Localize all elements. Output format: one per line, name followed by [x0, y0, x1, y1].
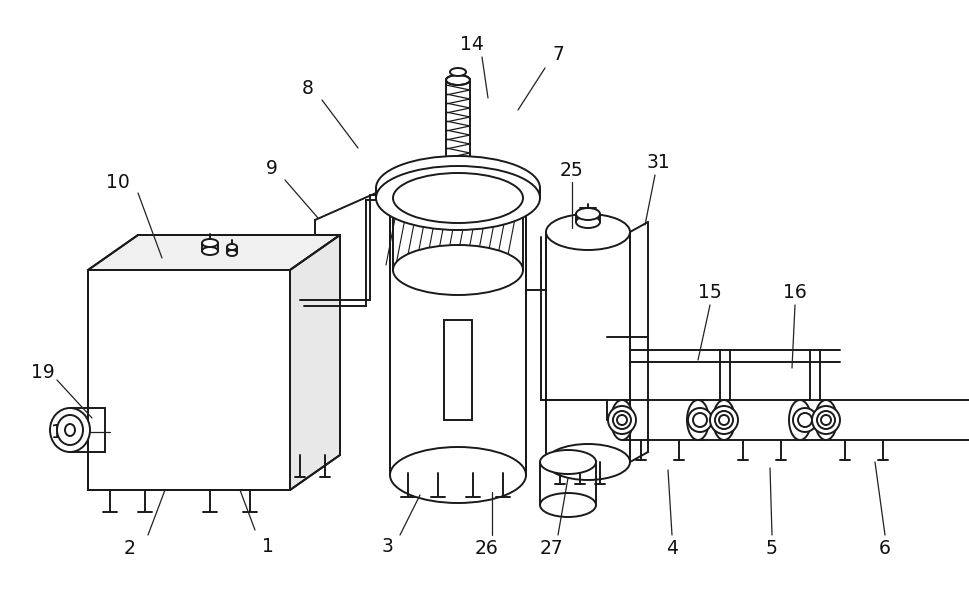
Ellipse shape [65, 424, 75, 436]
Ellipse shape [57, 415, 83, 445]
Polygon shape [88, 235, 340, 270]
Ellipse shape [688, 408, 712, 432]
Ellipse shape [227, 250, 237, 256]
Text: 16: 16 [783, 283, 807, 301]
Ellipse shape [576, 208, 600, 220]
Ellipse shape [390, 167, 526, 223]
Text: 6: 6 [879, 539, 891, 557]
Ellipse shape [608, 406, 636, 434]
Bar [546, 232, 630, 462]
Text: 27: 27 [540, 539, 564, 557]
Ellipse shape [50, 408, 90, 452]
Ellipse shape [546, 444, 630, 480]
Text: 14: 14 [460, 35, 484, 55]
Ellipse shape [227, 244, 237, 250]
Ellipse shape [719, 415, 729, 425]
Ellipse shape [613, 411, 631, 429]
Text: 3: 3 [382, 538, 394, 557]
Ellipse shape [793, 408, 817, 432]
Text: 1: 1 [262, 538, 274, 557]
Text: 4: 4 [666, 539, 678, 557]
Text: 8: 8 [302, 79, 314, 97]
Text: 31: 31 [646, 152, 670, 172]
Ellipse shape [713, 400, 735, 440]
Ellipse shape [546, 214, 630, 250]
Ellipse shape [789, 400, 811, 440]
Ellipse shape [390, 447, 526, 503]
Ellipse shape [817, 411, 835, 429]
Text: 25: 25 [560, 160, 584, 179]
Text: 19: 19 [31, 362, 55, 382]
Text: 7: 7 [552, 46, 564, 64]
Ellipse shape [815, 400, 837, 440]
Ellipse shape [715, 411, 733, 429]
Ellipse shape [710, 406, 738, 434]
Text: 10: 10 [107, 173, 130, 191]
Ellipse shape [202, 239, 218, 247]
Text: 15: 15 [698, 283, 722, 301]
Ellipse shape [202, 247, 218, 255]
Text: 5: 5 [766, 539, 778, 557]
Ellipse shape [821, 415, 831, 425]
Text: 12: 12 [51, 422, 75, 442]
Ellipse shape [798, 413, 812, 427]
Text: 9: 9 [266, 158, 278, 178]
Bar [390, 195, 526, 475]
Ellipse shape [450, 68, 466, 76]
Ellipse shape [446, 75, 470, 85]
Ellipse shape [617, 415, 627, 425]
Ellipse shape [693, 413, 707, 427]
Bar [444, 320, 472, 420]
Ellipse shape [376, 156, 540, 220]
Text: 26: 26 [475, 539, 499, 557]
Ellipse shape [393, 173, 523, 223]
Ellipse shape [540, 493, 596, 517]
Text: 2: 2 [124, 539, 136, 557]
Polygon shape [290, 235, 340, 490]
Ellipse shape [376, 166, 540, 230]
Ellipse shape [393, 245, 523, 295]
Ellipse shape [540, 450, 596, 474]
Ellipse shape [687, 400, 709, 440]
Ellipse shape [611, 400, 633, 440]
Ellipse shape [812, 406, 840, 434]
Ellipse shape [576, 216, 600, 228]
Polygon shape [88, 270, 290, 490]
